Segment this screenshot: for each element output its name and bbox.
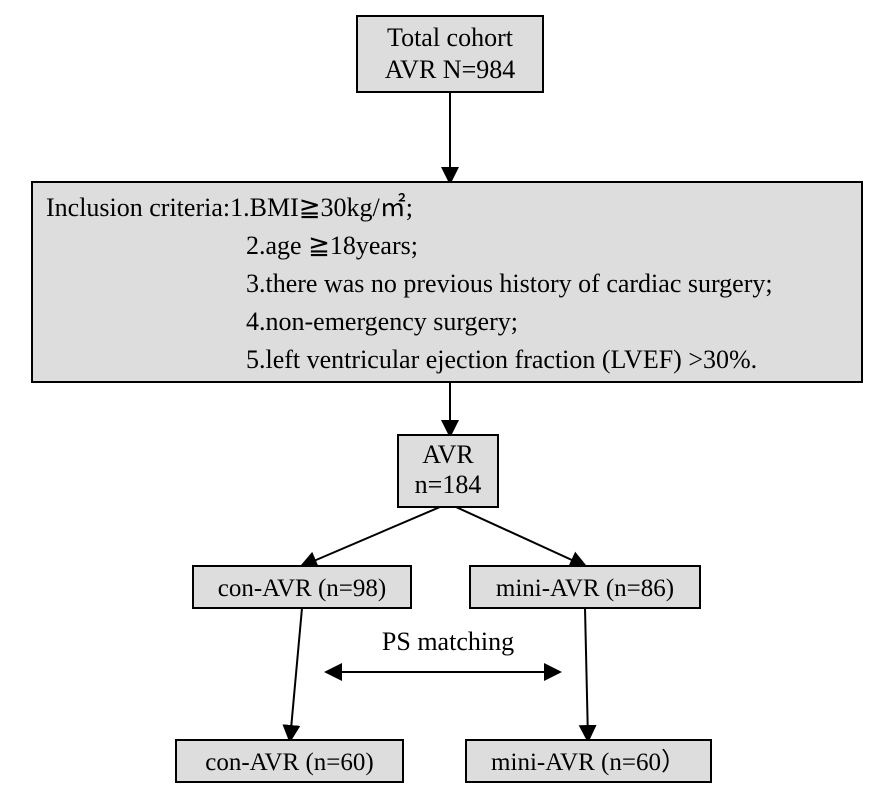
edge bbox=[585, 608, 588, 740]
edge bbox=[302, 507, 440, 566]
node-avr-184: AVR n=184 bbox=[398, 435, 498, 507]
total-cohort-line1: Total cohort bbox=[387, 23, 514, 52]
criteria-header: Inclusion criteria:1.BMI≧30kg/㎡; bbox=[46, 193, 413, 222]
criteria-item-4: 4.non-emergency surgery; bbox=[246, 307, 518, 336]
node-total-cohort: Total cohort AVR N=984 bbox=[357, 16, 543, 92]
node-criteria: Inclusion criteria:1.BMI≧30kg/㎡; 2.age ≧… bbox=[32, 182, 862, 382]
criteria-item-3: 3.there was no previous history of cardi… bbox=[246, 269, 773, 298]
total-cohort-line2: AVR N=984 bbox=[385, 55, 515, 84]
criteria-item-2: 2.age ≧18years; bbox=[246, 231, 418, 260]
flowchart-canvas: Total cohort AVR N=984 Inclusion criteri… bbox=[0, 0, 896, 811]
node-mini-60: mini-AVR (n=60） bbox=[466, 740, 711, 782]
edge bbox=[290, 608, 302, 740]
node-con-60: con-AVR (n=60) bbox=[176, 740, 403, 782]
con-98-text: con-AVR (n=98) bbox=[218, 575, 386, 602]
avr-line1: AVR bbox=[422, 440, 474, 469]
mini-86-text: mini-AVR (n=86) bbox=[496, 575, 674, 602]
avr-line2: n=184 bbox=[415, 470, 482, 499]
con-60-text: con-AVR (n=60) bbox=[205, 749, 373, 776]
node-mini-86: mini-AVR (n=86) bbox=[470, 566, 700, 608]
edge bbox=[456, 507, 585, 566]
node-con-98: con-AVR (n=98) bbox=[193, 566, 411, 608]
ps-matching-label: PS matching bbox=[382, 627, 514, 656]
mini-60-text: mini-AVR (n=60） bbox=[491, 748, 686, 776]
criteria-item-5: 5.left ventricular ejection fraction (LV… bbox=[246, 345, 757, 374]
